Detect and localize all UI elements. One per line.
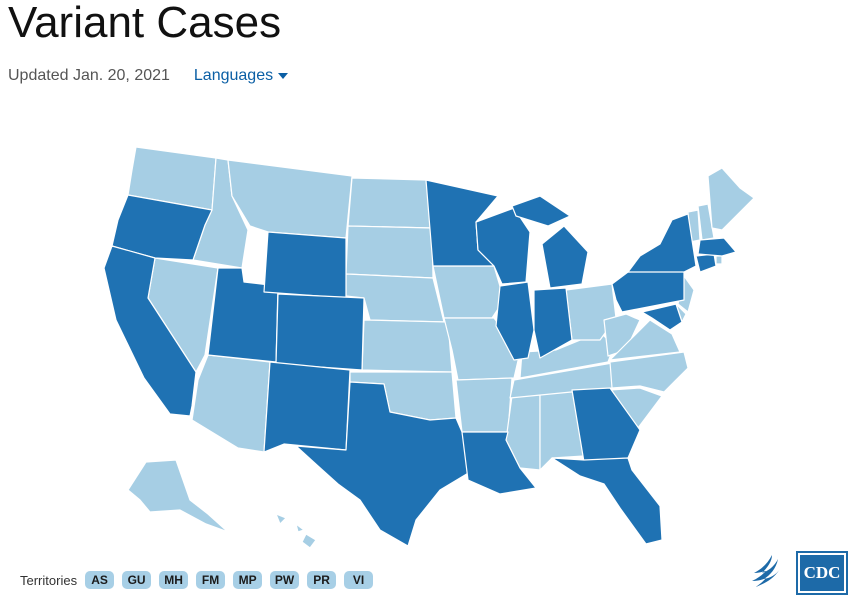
territory-button-vi[interactable]: VI	[344, 571, 374, 589]
territory-button-pr[interactable]: PR	[307, 571, 337, 589]
state-AZ[interactable]	[191, 354, 271, 453]
territories-label: Territories	[20, 572, 78, 588]
state-WV[interactable]	[603, 313, 641, 357]
state-IL[interactable]	[495, 281, 535, 361]
territory-button-mh[interactable]: MH	[159, 571, 189, 589]
state-CA[interactable]	[103, 245, 197, 417]
state-LA[interactable]	[461, 431, 537, 495]
state-AK[interactable]	[127, 459, 229, 533]
state-MD[interactable]	[641, 303, 683, 331]
state-IN[interactable]	[533, 287, 573, 359]
state-NH[interactable]	[697, 203, 715, 241]
state-SD[interactable]	[345, 225, 434, 279]
territory-button-pw[interactable]: PW	[270, 571, 300, 589]
state-IA[interactable]	[432, 265, 505, 319]
page-meta: Updated Jan. 20, 2021 Languages	[8, 67, 289, 85]
state-RI[interactable]	[715, 255, 723, 265]
languages-dropdown[interactable]: Languages	[193, 67, 289, 85]
cdc-logo: CDC	[796, 551, 848, 595]
page-title: Variant Cases	[8, 0, 282, 47]
state-MA[interactable]	[697, 237, 737, 257]
state-AR[interactable]	[455, 377, 513, 433]
state-NC[interactable]	[609, 351, 689, 393]
state-CO[interactable]	[275, 293, 365, 371]
state-NM[interactable]	[263, 361, 351, 453]
state-CT[interactable]	[695, 253, 717, 273]
state-VA[interactable]	[609, 319, 681, 361]
territory-button-mp[interactable]: MP	[233, 571, 263, 589]
state-KS[interactable]	[361, 319, 453, 373]
state-GA[interactable]	[571, 387, 641, 463]
territories-bar: Territories AS GU MH FM MP PW PR VI	[20, 571, 381, 589]
state-WY[interactable]	[263, 231, 347, 299]
state-MI[interactable]	[511, 195, 589, 289]
chevron-down-icon	[278, 73, 289, 79]
state-ME[interactable]	[707, 167, 755, 231]
hhs-eagle-icon	[752, 555, 780, 587]
territory-button-as[interactable]: AS	[85, 571, 115, 589]
state-TX[interactable]	[295, 381, 471, 547]
state-NY[interactable]	[627, 213, 697, 273]
state-FL[interactable]	[551, 457, 663, 545]
state-OR[interactable]	[111, 194, 213, 261]
state-HI[interactable]	[275, 513, 317, 549]
state-ND[interactable]	[347, 177, 433, 229]
updated-date: Updated Jan. 20, 2021	[8, 67, 170, 84]
languages-label: Languages	[193, 67, 274, 84]
agency-logos: CDC	[750, 551, 848, 595]
territory-button-gu[interactable]: GU	[122, 571, 152, 589]
territory-button-fm[interactable]: FM	[196, 571, 226, 589]
